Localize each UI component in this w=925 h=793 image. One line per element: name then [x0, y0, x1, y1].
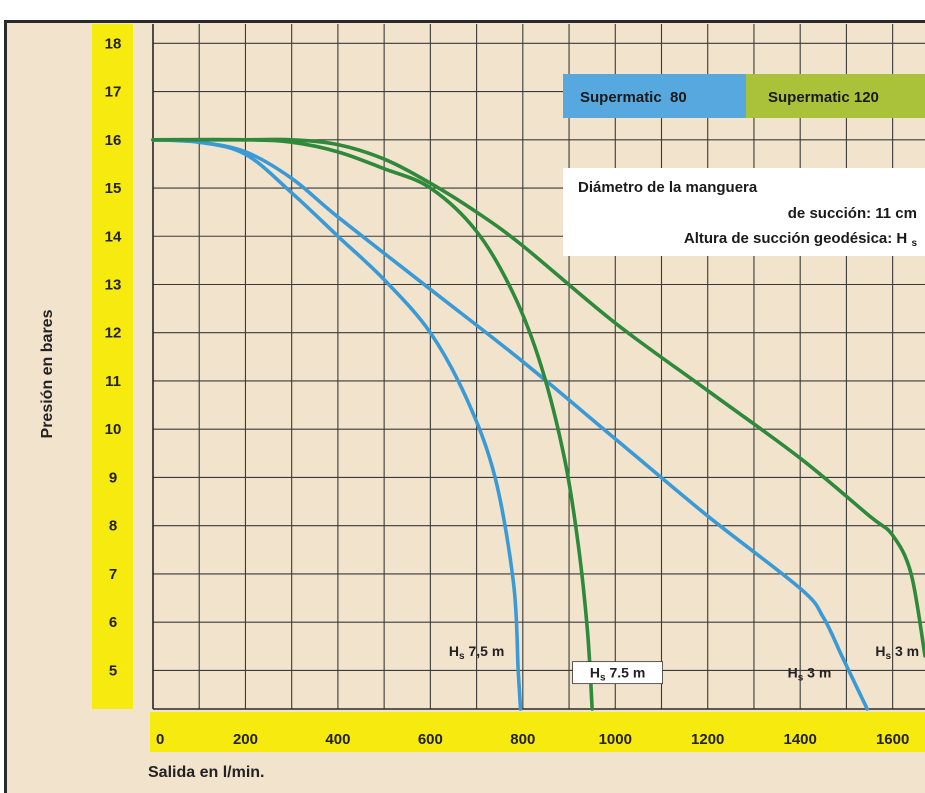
curve-label: Hs 3 m: [788, 665, 832, 684]
y-tick-label: 16: [105, 132, 122, 149]
annotation-line-3: Altura de succión geodésica: H s: [684, 230, 918, 249]
annotation-box: [563, 168, 925, 256]
y-tick-label: 14: [105, 228, 122, 245]
chart-panel: [4, 20, 925, 793]
curve-label: Hs 7,5 m: [449, 643, 504, 662]
y-axis-band: [92, 24, 133, 709]
series-line-3: [151, 137, 594, 711]
y-tick-label: 10: [105, 421, 122, 438]
y-tick-label: 9: [109, 469, 117, 486]
y-tick-label: 11: [105, 373, 121, 390]
curve-label: Hs 3 m: [875, 643, 919, 662]
x-axis-title: Salida en l/min.: [148, 764, 264, 781]
legend-swatch-supermatic-120: [746, 74, 925, 118]
x-tick-label: 1200: [691, 731, 724, 748]
x-tick-label: 400: [325, 731, 350, 748]
annotation-line-3-text: Altura de succión geodésica: H: [684, 230, 907, 247]
y-tick-label: 18: [105, 35, 122, 52]
x-tick-label: 200: [233, 731, 258, 748]
series-line-4: [151, 137, 925, 658]
series-line-2: [151, 137, 870, 711]
curve-labels: Hs 7,5 m Hs 3 m Hs 7.5 m Hs 3 m: [449, 643, 919, 685]
x-tick-label: 0: [156, 731, 164, 748]
annotation-line-2: de succión: 11 cm: [788, 205, 917, 222]
grid: [152, 24, 925, 710]
series-line-1: [151, 137, 523, 711]
x-tick-label: 800: [510, 731, 535, 748]
legend-label-supermatic-120: Supermatic 120: [768, 89, 879, 106]
y-tick-label: 15: [105, 180, 122, 197]
y-tick-label: 13: [105, 276, 122, 293]
y-axis-title: Presión en bares: [39, 309, 56, 438]
x-tick-label: 1000: [599, 731, 632, 748]
x-tick-label: 1400: [783, 731, 816, 748]
curve-label-box: [572, 661, 663, 685]
y-tick-label: 17: [105, 84, 122, 101]
curves: [151, 137, 925, 711]
legend-swatch-supermatic-80: [563, 74, 746, 118]
x-tick-label: 600: [418, 731, 443, 748]
y-tick-label: 5: [109, 662, 117, 679]
legend-label-supermatic-80: Supermatic 80: [580, 89, 687, 106]
curve-label: Hs 7.5 m: [590, 665, 645, 684]
y-tick-label: 8: [109, 518, 117, 535]
x-axis-band: [150, 712, 925, 752]
y-tick-label: 7: [109, 566, 117, 583]
x-tick-label: 1600: [876, 731, 909, 748]
ticks: 18 17 16 15 14 13 12 11 10 9 8 7 6 5 0 200 400 600 800 1000…: [105, 35, 910, 748]
y-tick-label: 12: [105, 325, 122, 342]
annotation-line-1: Diámetro de la manguera: [578, 179, 758, 196]
y-tick-label: 6: [109, 614, 117, 631]
